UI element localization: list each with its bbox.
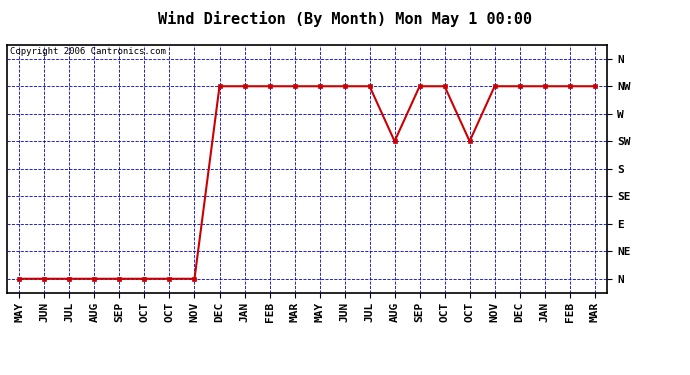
Text: Copyright 2006 Cantronics.com: Copyright 2006 Cantronics.com — [10, 48, 166, 57]
Text: Wind Direction (By Month) Mon May 1 00:00: Wind Direction (By Month) Mon May 1 00:0… — [158, 11, 532, 27]
